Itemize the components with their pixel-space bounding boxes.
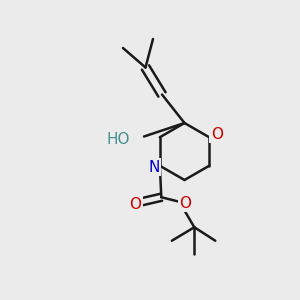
Text: O: O (179, 196, 191, 211)
Text: N: N (148, 160, 160, 175)
Text: O: O (129, 197, 141, 212)
Text: O: O (211, 127, 223, 142)
Text: HO: HO (106, 132, 130, 147)
